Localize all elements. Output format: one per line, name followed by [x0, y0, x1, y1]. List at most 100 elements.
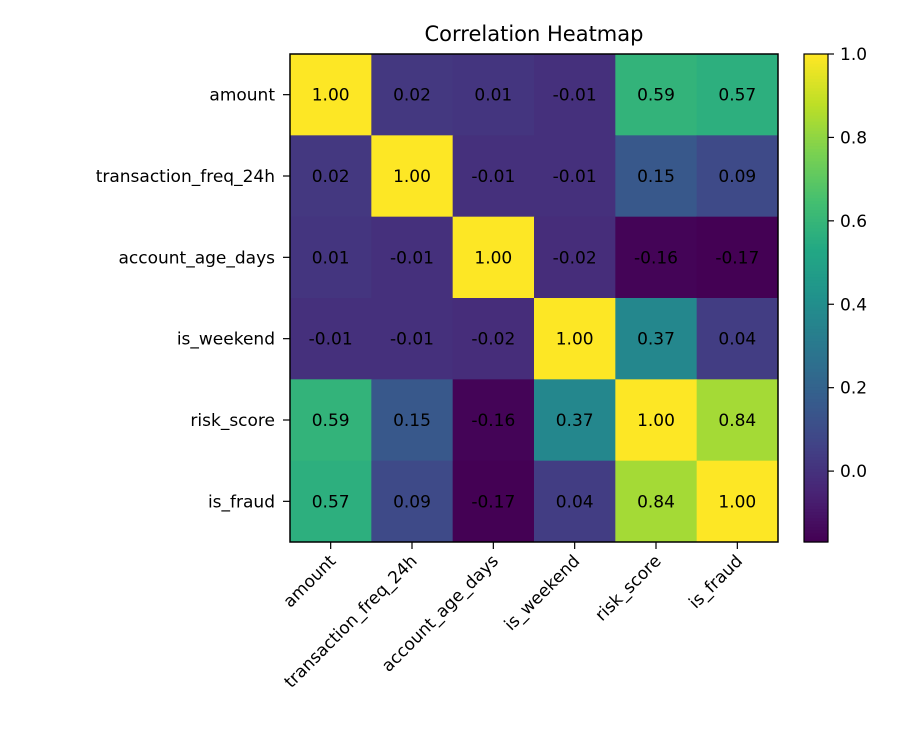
colorbar-segment [804, 355, 828, 360]
cell-value-label: 1.00 [718, 492, 756, 512]
cell-value-label: 1.00 [637, 411, 675, 431]
colorbar-segment [804, 310, 828, 314]
x-axis-ticks: amounttransaction_freq_24haccount_age_da… [280, 542, 747, 692]
heatmap-cell [290, 379, 372, 462]
colorbar-segment [804, 240, 828, 244]
colorbar-segment [804, 374, 828, 378]
colorbar-tick-label: 0.2 [840, 379, 867, 399]
colorbar-segment [804, 453, 828, 458]
colorbar-segment [804, 416, 828, 421]
cell-value-label: -0.01 [553, 167, 597, 187]
heatmap-cell [371, 298, 454, 380]
colorbar-segment [804, 139, 828, 144]
cell-value-label: 0.09 [393, 492, 431, 512]
colorbar-segment [804, 246, 828, 250]
colorbar-segment [804, 526, 828, 531]
colorbar-segment [804, 298, 828, 302]
colorbar-segment [804, 304, 828, 308]
colorbar-segment [804, 365, 828, 369]
heatmap-cell [452, 298, 535, 380]
colorbar-segment [804, 75, 828, 79]
colorbar-segment [804, 194, 828, 198]
x-tick-label: is_weekend [501, 551, 585, 635]
colorbar-segment [804, 285, 828, 290]
colorbar-segment [804, 105, 828, 110]
colorbar-segment [804, 389, 828, 394]
colorbar-segment [804, 465, 828, 470]
colorbar-segment [804, 462, 828, 467]
colorbar-segment [804, 447, 828, 452]
colorbar-segment [804, 160, 828, 165]
colorbar-segment [804, 188, 828, 192]
colorbar-segment [804, 508, 828, 513]
cell-value-label: 0.57 [718, 86, 756, 106]
y-tick-label: transaction_freq_24h [96, 167, 275, 187]
heatmap-cell [696, 460, 779, 543]
heatmap-cell [371, 460, 454, 543]
colorbar-segment [804, 179, 828, 183]
colorbar-segment [804, 154, 828, 159]
colorbar-segment [804, 127, 828, 131]
colorbar-segment [804, 191, 828, 195]
colorbar-segment [804, 243, 828, 247]
colorbar-segment [804, 450, 828, 455]
colorbar-segment [804, 404, 828, 409]
colorbar-segment [804, 279, 828, 284]
colorbar-segment [804, 221, 828, 226]
cell-value-label: 0.09 [718, 167, 756, 187]
colorbar-segment [804, 124, 828, 128]
colorbar-segment [804, 57, 828, 61]
colorbar-segment [804, 288, 828, 293]
colorbar-segment [804, 200, 828, 205]
colorbar-segment [804, 426, 828, 430]
colorbar-segment [804, 224, 828, 229]
colorbar-segment [804, 432, 828, 436]
colorbar-segment [804, 398, 828, 403]
colorbar-segment [804, 505, 828, 510]
colorbar-segment [804, 511, 828, 516]
colorbar-segment [804, 258, 828, 262]
heatmap-cell [290, 298, 372, 380]
colorbar-segment [804, 99, 828, 104]
colorbar-tick-label: 0.0 [840, 462, 867, 482]
colorbar-segment [804, 395, 828, 400]
y-tick-label: amount [209, 86, 275, 106]
colorbar-segment [804, 90, 828, 95]
heatmap-cell [696, 54, 779, 136]
colorbar-segment [804, 520, 828, 525]
colorbar-segment [804, 130, 828, 134]
cell-value-label: 0.01 [474, 86, 512, 106]
cell-value-label: 0.04 [718, 330, 756, 350]
colorbar-segment [804, 218, 828, 223]
colorbar-segment [804, 386, 828, 391]
colorbar-segment [804, 392, 828, 397]
colorbar-segment [804, 535, 828, 540]
heatmap-cell [534, 460, 616, 543]
colorbar-segment [804, 209, 828, 214]
colorbar-segment [804, 78, 828, 83]
heatmap-cell [290, 135, 372, 218]
heatmap-cell [615, 216, 698, 299]
colorbar-segment [804, 60, 828, 64]
colorbar-segment [804, 474, 828, 479]
colorbar-segment [804, 166, 828, 171]
colorbar-segment [804, 401, 828, 406]
colorbar-segment [804, 328, 828, 333]
chart-title: Correlation Heatmap [425, 22, 644, 46]
colorbar-segment [804, 255, 828, 259]
heatmap-cell [452, 54, 535, 136]
heatmap-cell [452, 216, 535, 299]
heatmap-cell [615, 298, 698, 380]
colorbar-segment [804, 249, 828, 253]
colorbar-segment [804, 481, 828, 485]
colorbar-segment [804, 276, 828, 281]
heatmap-cell [615, 379, 698, 462]
colorbar-segment [804, 493, 828, 497]
colorbar-tick-label: 0.4 [840, 295, 867, 315]
colorbar-segment [804, 517, 828, 522]
colorbar-segment [804, 252, 828, 256]
cell-value-label: -0.01 [390, 330, 434, 350]
heatmap-cell [371, 379, 454, 462]
colorbar-tick-label: 0.8 [840, 128, 867, 148]
colorbar-segment [804, 322, 828, 327]
